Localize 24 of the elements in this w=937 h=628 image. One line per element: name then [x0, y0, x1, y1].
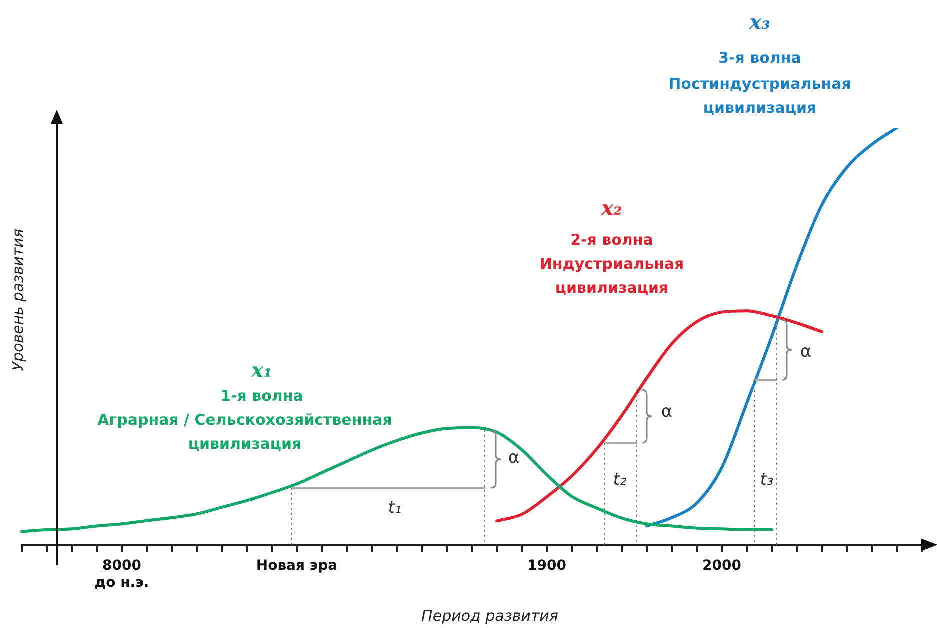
annotation: t₁ — [388, 498, 402, 518]
annotation: t₂ — [613, 470, 627, 490]
annotation: цивилизация — [555, 279, 669, 297]
text: Постиндустриальная — [668, 75, 852, 93]
text: x₃ — [750, 10, 770, 34]
annotation: Индустриальная — [540, 255, 684, 273]
annotation: 2-я волна — [570, 231, 654, 249]
x-tick-label: 2000 — [702, 558, 742, 574]
x-axis-title: Период развития — [422, 607, 558, 625]
annotation: α — [800, 342, 812, 362]
annotation: α — [508, 448, 520, 468]
y-axis-title: Уровень развития — [9, 228, 27, 372]
annotation: 1-я волна — [220, 387, 304, 405]
annotation: цивилизация — [188, 435, 302, 453]
annotation: t₃ — [760, 470, 774, 490]
x-tick-label: 1900 — [528, 558, 567, 574]
x-tick-label: 8000 до н.э. — [94, 558, 150, 591]
annotation: α — [661, 402, 673, 422]
x-tick-label: Новая эра — [256, 558, 338, 574]
text: 3-я волна — [718, 49, 802, 67]
annotation: x₂ — [602, 196, 622, 220]
annotation: Аграрная / Сельскохозяйственная — [98, 411, 392, 429]
annotation: x₁ — [252, 358, 272, 382]
text: цивилизация — [703, 99, 817, 117]
